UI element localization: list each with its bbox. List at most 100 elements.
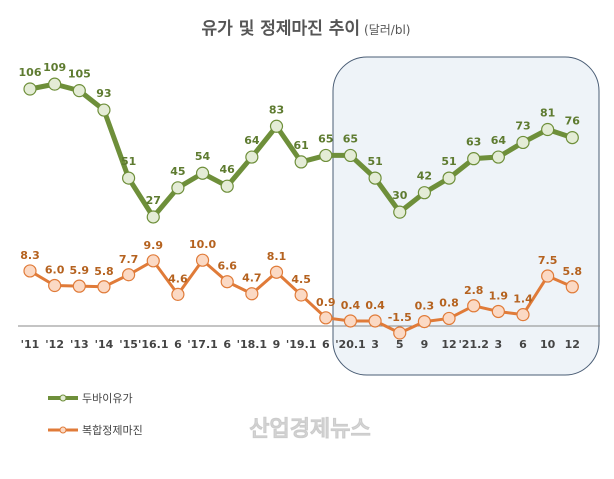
chart-title: 유가 및 정제마진 추이 (달러/bl) <box>202 19 411 39</box>
data-label: 4.7 <box>242 272 262 285</box>
legend-label-margin: 복합정제마진 <box>82 424 143 437</box>
data-label: 83 <box>269 103 284 116</box>
x-tick-label: '21.2 <box>458 338 489 351</box>
data-label: 0.4 <box>341 299 361 312</box>
data-label: 45 <box>170 165 185 178</box>
data-label: 109 <box>43 61 66 74</box>
data-label: 105 <box>68 68 91 81</box>
data-point <box>48 278 62 293</box>
x-tick-label: '15 <box>119 338 138 351</box>
data-point <box>72 279 86 293</box>
data-point <box>146 254 160 268</box>
data-point <box>417 315 431 329</box>
data-point <box>269 119 284 133</box>
data-point <box>467 299 481 313</box>
data-point <box>541 122 555 137</box>
data-label: 7.7 <box>119 253 139 266</box>
data-label: 106 <box>19 66 42 79</box>
x-tick-label: 6 <box>223 338 231 351</box>
data-point <box>171 181 185 195</box>
data-label: 27 <box>146 194 161 207</box>
data-point <box>269 265 284 279</box>
x-tick-label: 12 <box>441 338 456 351</box>
data-point <box>319 311 333 325</box>
data-label: 4.5 <box>291 273 311 286</box>
data-label: 73 <box>515 119 530 132</box>
data-label: 93 <box>96 87 111 100</box>
data-point <box>122 171 136 185</box>
data-label: 8.1 <box>267 250 287 263</box>
x-tick-label: '18.1 <box>237 338 268 351</box>
data-label: 0.9 <box>316 296 336 309</box>
data-point <box>442 171 456 185</box>
data-label: 4.6 <box>168 272 188 285</box>
x-tick-label: 9 <box>421 338 429 351</box>
x-tick-label: 3 <box>495 338 503 351</box>
legend-marker-margin <box>59 426 67 434</box>
data-label: 64 <box>491 134 507 147</box>
data-label: 61 <box>293 139 308 152</box>
data-point <box>294 288 308 302</box>
data-label: 5.8 <box>94 265 114 278</box>
data-point <box>122 268 136 282</box>
data-label: 8.3 <box>20 249 40 262</box>
data-point <box>393 205 407 219</box>
x-tick-label: '13 <box>70 338 89 351</box>
data-point <box>294 155 308 169</box>
data-point <box>442 311 456 326</box>
data-point <box>220 275 234 289</box>
data-label: 1.9 <box>489 289 509 302</box>
data-point <box>23 264 37 278</box>
x-tick-label: 12 <box>565 338 580 351</box>
data-point <box>467 152 481 166</box>
data-point <box>319 148 333 163</box>
legend-label-dubai: 두바이유가 <box>82 392 133 405</box>
data-point <box>393 326 407 340</box>
data-point <box>565 131 579 145</box>
x-tick-label: 6 <box>322 338 330 351</box>
data-label: 64 <box>244 134 260 147</box>
data-label: 51 <box>367 155 382 168</box>
data-point <box>245 150 259 164</box>
x-tick-label: '17.1 <box>187 338 218 351</box>
data-point <box>245 287 259 301</box>
data-point <box>516 135 530 150</box>
highlight-region <box>332 56 600 376</box>
data-label: 2.8 <box>464 284 484 297</box>
x-tick-label: '12 <box>45 338 64 351</box>
data-label: 54 <box>195 150 211 163</box>
data-label: 6.6 <box>217 260 237 273</box>
data-point <box>195 253 210 267</box>
data-point <box>368 171 382 185</box>
data-label: 63 <box>466 136 481 149</box>
data-point <box>23 82 37 96</box>
data-point <box>343 148 358 163</box>
legend-marker-dubai <box>59 394 67 402</box>
data-label: 76 <box>565 115 581 128</box>
data-label: 65 <box>343 132 358 145</box>
data-label: 42 <box>417 170 432 183</box>
x-tick-label: '14 <box>95 338 114 351</box>
data-label: 51 <box>121 155 136 168</box>
data-label: 0.4 <box>365 299 385 312</box>
x-tick-label: 5 <box>396 338 404 351</box>
data-label: 46 <box>220 163 236 176</box>
data-label: -1.5 <box>388 311 412 324</box>
data-label: 51 <box>441 155 456 168</box>
data-label: 9.9 <box>144 239 164 252</box>
x-tick-label: '20.1 <box>335 338 366 351</box>
data-label: 30 <box>392 189 408 202</box>
data-point <box>97 103 111 117</box>
data-label: 7.5 <box>538 254 558 267</box>
data-label: 81 <box>540 107 555 120</box>
legend: 두바이유가 복합정제마진 <box>48 392 143 437</box>
x-tick-label: '16.1 <box>138 338 169 351</box>
data-label: 6.0 <box>45 264 65 277</box>
data-label: 0.3 <box>415 300 435 313</box>
x-tick-label: '11 <box>21 338 40 351</box>
data-point <box>48 77 62 91</box>
data-point <box>417 186 431 200</box>
x-tick-label: 6 <box>519 338 527 351</box>
data-point <box>491 150 505 164</box>
